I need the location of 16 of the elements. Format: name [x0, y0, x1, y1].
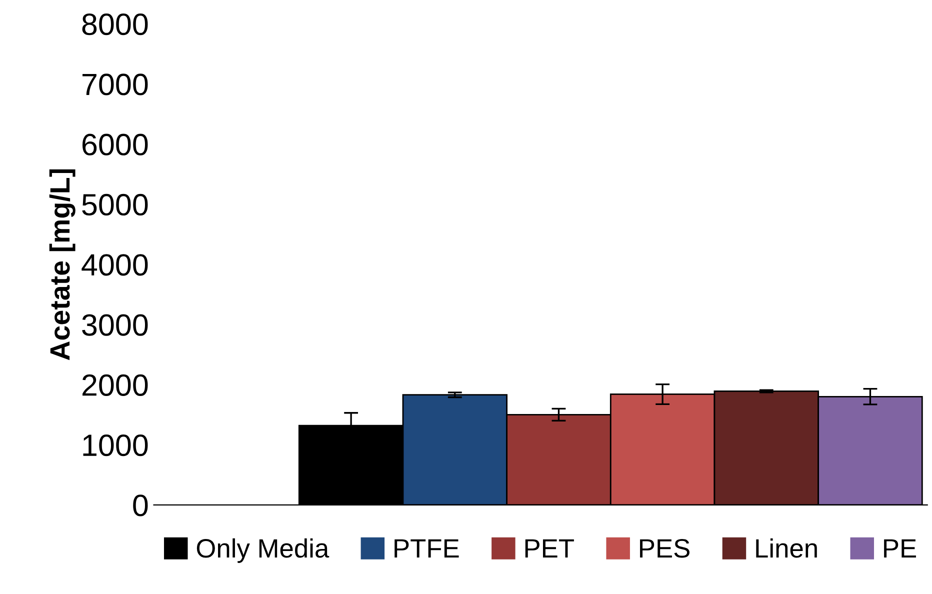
- legend-label: PE: [884, 539, 916, 558]
- y-tick-label: 1000: [83, 434, 148, 456]
- y-tick-label: 6000: [82, 134, 148, 156]
- legend-label: Only Media: [196, 538, 330, 563]
- y-tick-label: 2000: [82, 374, 148, 396]
- y-tick-label: 0: [133, 494, 148, 516]
- y-tick-label: 7000: [82, 74, 148, 96]
- legend-label: PET: [525, 539, 574, 558]
- legend-label: Linen: [756, 538, 817, 558]
- y-axis-title: Acetate [mg/L]: [49, 169, 76, 360]
- y-tick-label: 5000: [82, 194, 148, 216]
- legend-label: PTFE: [394, 539, 459, 558]
- y-tick-label: 4000: [82, 254, 148, 276]
- y-tick-label: 8000: [82, 13, 148, 36]
- y-tick-label: 3000: [82, 314, 148, 336]
- legend-label: PES: [640, 539, 690, 558]
